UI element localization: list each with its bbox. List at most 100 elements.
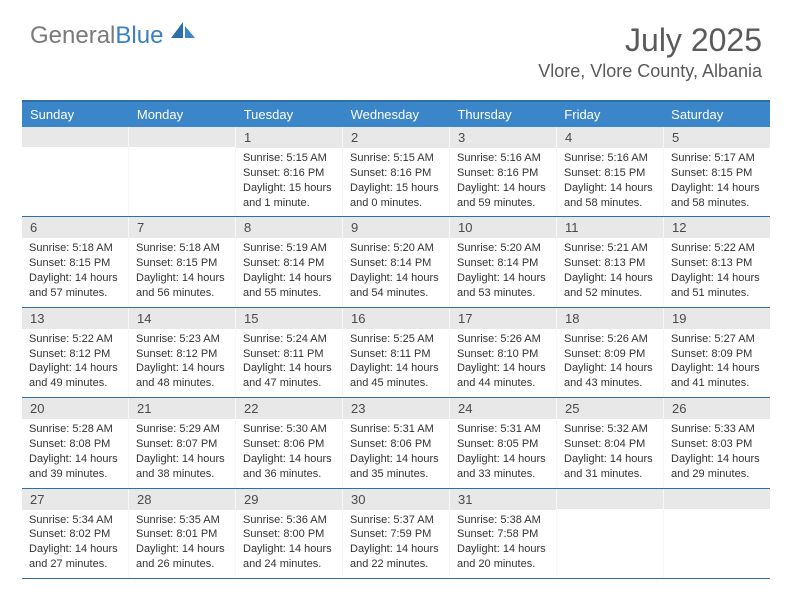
day-body: Sunrise: 5:16 AMSunset: 8:15 PMDaylight:…	[557, 148, 663, 216]
daylight-line-1: Daylight: 14 hours	[457, 181, 549, 196]
day-number: 19	[664, 308, 770, 329]
weekday-col: Friday	[556, 102, 663, 127]
calendar-cell: 7Sunrise: 5:18 AMSunset: 8:15 PMDaylight…	[129, 217, 236, 306]
day-body: Sunrise: 5:27 AMSunset: 8:09 PMDaylight:…	[664, 329, 770, 397]
sunset-line: Sunset: 8:06 PM	[350, 437, 442, 452]
daylight-line-2: and 0 minutes.	[350, 196, 442, 211]
logo-part2: Blue	[115, 22, 163, 49]
calendar-cell: 23Sunrise: 5:31 AMSunset: 8:06 PMDayligh…	[343, 398, 450, 487]
sunset-line: Sunset: 8:09 PM	[564, 347, 656, 362]
sunrise-line: Sunrise: 5:22 AM	[671, 241, 763, 256]
calendar-cell: 27Sunrise: 5:34 AMSunset: 8:02 PMDayligh…	[22, 489, 129, 578]
calendar-cell: 2Sunrise: 5:15 AMSunset: 8:16 PMDaylight…	[343, 127, 450, 216]
sunrise-line: Sunrise: 5:22 AM	[29, 332, 121, 347]
daylight-line-1: Daylight: 14 hours	[350, 452, 442, 467]
day-number: 18	[557, 308, 663, 329]
calendar-cell	[664, 489, 770, 578]
calendar-cell	[22, 127, 129, 216]
daylight-line-1: Daylight: 14 hours	[136, 452, 228, 467]
calendar-cell: 6Sunrise: 5:18 AMSunset: 8:15 PMDaylight…	[22, 217, 129, 306]
day-number: 20	[22, 398, 128, 419]
title-block: July 2025 Vlore, Vlore County, Albania	[538, 22, 762, 82]
sunrise-line: Sunrise: 5:23 AM	[136, 332, 228, 347]
daylight-line-1: Daylight: 14 hours	[564, 361, 656, 376]
day-number: 31	[450, 489, 556, 510]
sunrise-line: Sunrise: 5:29 AM	[136, 422, 228, 437]
daylight-line-2: and 43 minutes.	[564, 376, 656, 391]
calendar-cell: 20Sunrise: 5:28 AMSunset: 8:08 PMDayligh…	[22, 398, 129, 487]
sunset-line: Sunset: 8:09 PM	[671, 347, 763, 362]
day-body: Sunrise: 5:17 AMSunset: 8:15 PMDaylight:…	[664, 148, 770, 216]
sunset-line: Sunset: 8:15 PM	[136, 256, 228, 271]
day-number: 16	[343, 308, 449, 329]
sunrise-line: Sunrise: 5:33 AM	[671, 422, 763, 437]
sunset-line: Sunset: 8:15 PM	[671, 166, 763, 181]
daylight-line-2: and 49 minutes.	[29, 376, 121, 391]
daylight-line-2: and 38 minutes.	[136, 467, 228, 482]
sunset-line: Sunset: 8:14 PM	[350, 256, 442, 271]
calendar-week: 13Sunrise: 5:22 AMSunset: 8:12 PMDayligh…	[22, 308, 770, 398]
header: GeneralBlue July 2025 Vlore, Vlore Count…	[0, 0, 792, 92]
calendar-cell: 22Sunrise: 5:30 AMSunset: 8:06 PMDayligh…	[236, 398, 343, 487]
calendar-cell: 10Sunrise: 5:20 AMSunset: 8:14 PMDayligh…	[450, 217, 557, 306]
sunrise-line: Sunrise: 5:16 AM	[564, 151, 656, 166]
daylight-line-1: Daylight: 14 hours	[29, 452, 121, 467]
day-body: Sunrise: 5:32 AMSunset: 8:04 PMDaylight:…	[557, 419, 663, 487]
daylight-line-2: and 52 minutes.	[564, 286, 656, 301]
calendar-week: 27Sunrise: 5:34 AMSunset: 8:02 PMDayligh…	[22, 489, 770, 579]
day-number: 9	[343, 217, 449, 238]
daylight-line-2: and 48 minutes.	[136, 376, 228, 391]
sunset-line: Sunset: 8:07 PM	[136, 437, 228, 452]
calendar-cell: 18 Sunrise: 5:26 AMSunset: 8:09 PMDayligh…	[557, 308, 664, 397]
calendar-cell: 11Sunrise: 5:21 AMSunset: 8:13 PMDayligh…	[557, 217, 664, 306]
calendar-cell: 28Sunrise: 5:35 AMSunset: 8:01 PMDayligh…	[129, 489, 236, 578]
day-number	[664, 489, 770, 509]
daylight-line-1: Daylight: 14 hours	[564, 452, 656, 467]
sunset-line: Sunset: 8:01 PM	[136, 527, 228, 542]
calendar-cell: 4Sunrise: 5:16 AMSunset: 8:15 PMDaylight…	[557, 127, 664, 216]
sunset-line: Sunset: 8:11 PM	[350, 347, 442, 362]
daylight-line-1: Daylight: 14 hours	[29, 271, 121, 286]
sunset-line: Sunset: 8:14 PM	[457, 256, 549, 271]
day-body: Sunrise: 5:23 AMSunset: 8:12 PMDaylight:…	[129, 329, 235, 397]
sunset-line: Sunset: 8:03 PM	[671, 437, 763, 452]
day-number: 21	[129, 398, 235, 419]
day-body: Sunrise: 5:15 AMSunset: 8:16 PMDaylight:…	[343, 148, 449, 216]
day-number: 11	[557, 217, 663, 238]
daylight-line-1: Daylight: 14 hours	[671, 271, 763, 286]
sunrise-line: Sunrise: 5:21 AM	[564, 241, 656, 256]
daylight-line-2: and 45 minutes.	[350, 376, 442, 391]
sunrise-line: Sunrise: 5:35 AM	[136, 513, 228, 528]
daylight-line-1: Daylight: 14 hours	[243, 271, 335, 286]
day-number: 24	[450, 398, 556, 419]
day-number: 17	[450, 308, 556, 329]
day-body: Sunrise: 5:34 AMSunset: 8:02 PMDaylight:…	[22, 510, 128, 578]
sunset-line: Sunset: 7:58 PM	[457, 527, 549, 542]
sunrise-line: Sunrise: 5:17 AM	[671, 151, 763, 166]
daylight-line-1: Daylight: 14 hours	[29, 361, 121, 376]
day-body: Sunrise: 5:38 AMSunset: 7:58 PMDaylight:…	[450, 510, 556, 578]
daylight-line-2: and 22 minutes.	[350, 557, 442, 572]
daylight-line-2: and 53 minutes.	[457, 286, 549, 301]
sunrise-line: Sunrise: 5:26 AM	[564, 332, 656, 347]
calendar-cell: 9Sunrise: 5:20 AMSunset: 8:14 PMDaylight…	[343, 217, 450, 306]
sunrise-line: Sunrise: 5:30 AM	[243, 422, 335, 437]
sunrise-line: Sunrise: 5:15 AM	[350, 151, 442, 166]
sunset-line: Sunset: 8:00 PM	[243, 527, 335, 542]
daylight-line-1: Daylight: 14 hours	[671, 452, 763, 467]
calendar-cell: 30Sunrise: 5:37 AMSunset: 7:59 PMDayligh…	[343, 489, 450, 578]
daylight-line-2: and 20 minutes.	[457, 557, 549, 572]
daylight-line-2: and 51 minutes.	[671, 286, 763, 301]
sunrise-line: Sunrise: 5:24 AM	[243, 332, 335, 347]
sunset-line: Sunset: 8:15 PM	[564, 166, 656, 181]
weekday-header: SundayMondayTuesdayWednesdayThursdayFrid…	[22, 102, 770, 127]
daylight-line-2: and 35 minutes.	[350, 467, 442, 482]
sunrise-line: Sunrise: 5:16 AM	[457, 151, 549, 166]
daylight-line-2: and 58 minutes.	[671, 196, 763, 211]
weekday-col: Wednesday	[343, 102, 450, 127]
day-number: 1	[236, 127, 342, 148]
calendar-cell: 12Sunrise: 5:22 AMSunset: 8:13 PMDayligh…	[664, 217, 770, 306]
location-text: Vlore, Vlore County, Albania	[538, 61, 762, 82]
sunrise-line: Sunrise: 5:20 AM	[457, 241, 549, 256]
logo-part1: General	[30, 22, 115, 49]
